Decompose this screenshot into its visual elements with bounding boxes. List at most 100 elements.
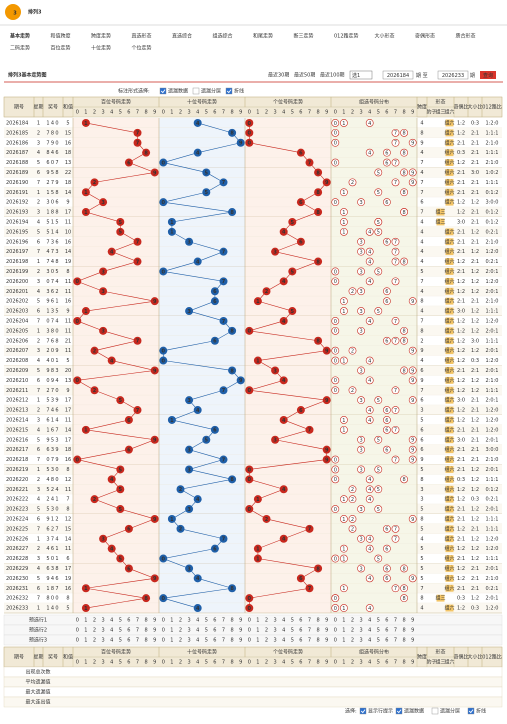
- preselect-digit[interactable]: 8: [317, 638, 320, 644]
- preselect-digit[interactable]: 5: [291, 638, 294, 644]
- preselect-digit[interactable]: 7: [136, 618, 139, 624]
- preselect-digit[interactable]: 1: [170, 618, 173, 624]
- nav-tab[interactable]: 和值跨度: [51, 33, 71, 40]
- preselect-digit[interactable]: 4: [368, 618, 371, 624]
- preselect-digit[interactable]: 7: [394, 638, 397, 644]
- preselect-digit[interactable]: 3: [360, 618, 363, 624]
- preselect-digit[interactable]: 1: [256, 618, 259, 624]
- preselect-digit[interactable]: 2: [265, 628, 268, 634]
- preselect-digit[interactable]: 1: [84, 618, 87, 624]
- preselect-digit[interactable]: 2: [351, 618, 354, 624]
- preselect-digit[interactable]: 6: [385, 628, 388, 634]
- preselect-digit[interactable]: 8: [231, 628, 234, 634]
- preselect-digit[interactable]: 1: [342, 638, 345, 644]
- preselect-digit[interactable]: 0: [248, 628, 251, 634]
- preselect-digit[interactable]: 1: [170, 628, 173, 634]
- preselect-digit[interactable]: 7: [136, 628, 139, 634]
- preselect-digit[interactable]: 0: [248, 638, 251, 644]
- preselect-digit[interactable]: 5: [119, 618, 122, 624]
- preselect-digit[interactable]: 2: [265, 638, 268, 644]
- preselect-digit[interactable]: 8: [145, 618, 148, 624]
- nav-tab[interactable]: 012路走势: [334, 33, 359, 40]
- preselect-digit[interactable]: 7: [308, 628, 311, 634]
- preselect-digit[interactable]: 6: [213, 618, 216, 624]
- preselect-digit[interactable]: 8: [403, 618, 406, 624]
- preselect-digit[interactable]: 3: [360, 628, 363, 634]
- preselect-digit[interactable]: 5: [291, 628, 294, 634]
- preselect-digit[interactable]: 2: [351, 628, 354, 634]
- preselect-digit[interactable]: 1: [170, 638, 173, 644]
- preselect-digit[interactable]: 3: [360, 638, 363, 644]
- preselect-digit[interactable]: 1: [256, 638, 259, 644]
- preselect-digit[interactable]: 8: [403, 638, 406, 644]
- preselect-digit[interactable]: 1: [342, 628, 345, 634]
- preselect-digit[interactable]: 0: [162, 628, 165, 634]
- preselect-digit[interactable]: 6: [385, 638, 388, 644]
- preselect-digit[interactable]: 2: [93, 638, 96, 644]
- preselect-digit[interactable]: 2: [179, 628, 182, 634]
- preselect-digit[interactable]: 5: [205, 628, 208, 634]
- recent-link[interactable]: 最近50期: [294, 72, 315, 79]
- footer-checkbox[interactable]: [395, 707, 403, 715]
- query-label[interactable]: 查询: [483, 72, 493, 79]
- preselect-digit[interactable]: 9: [239, 628, 242, 634]
- preselect-digit[interactable]: 2: [179, 638, 182, 644]
- preselect-digit[interactable]: 1: [84, 628, 87, 634]
- preselect-digit[interactable]: 9: [325, 618, 328, 624]
- preselect-digit[interactable]: 2: [265, 618, 268, 624]
- preselect-digit[interactable]: 2: [179, 618, 182, 624]
- preselect-digit[interactable]: 7: [308, 618, 311, 624]
- preselect-digit[interactable]: 9: [411, 618, 414, 624]
- preselect-digit[interactable]: 1: [84, 638, 87, 644]
- preselect-digit[interactable]: 9: [153, 618, 156, 624]
- preselect-digit[interactable]: 6: [127, 618, 130, 624]
- recent-link[interactable]: 最近100期: [320, 72, 345, 79]
- preselect-digit[interactable]: 5: [291, 618, 294, 624]
- preselect-digit[interactable]: 9: [411, 638, 414, 644]
- nav-tab[interactable]: 十位走势: [91, 45, 111, 52]
- preselect-digit[interactable]: 0: [76, 618, 79, 624]
- preselect-digit[interactable]: 8: [317, 618, 320, 624]
- footer-checkbox[interactable]: [467, 707, 475, 715]
- preselect-digit[interactable]: 6: [299, 628, 302, 634]
- preselect-digit[interactable]: 3: [274, 628, 277, 634]
- preselect-digit[interactable]: 4: [368, 638, 371, 644]
- preselect-digit[interactable]: 2: [93, 628, 96, 634]
- preselect-digit[interactable]: 3: [102, 638, 105, 644]
- preselect-digit[interactable]: 1: [342, 618, 345, 624]
- preselect-digit[interactable]: 3: [102, 628, 105, 634]
- preselect-digit[interactable]: 0: [334, 638, 337, 644]
- preselect-digit[interactable]: 0: [162, 638, 165, 644]
- nav-tab[interactable]: 个位走势: [132, 45, 152, 52]
- nav-tab[interactable]: 大小形态: [375, 33, 395, 40]
- preselect-digit[interactable]: 5: [119, 628, 122, 634]
- preselect-digit[interactable]: 7: [136, 638, 139, 644]
- nav-tab[interactable]: 直选综合: [172, 33, 192, 40]
- preselect-digit[interactable]: 5: [205, 618, 208, 624]
- preselect-digit[interactable]: 4: [282, 618, 285, 624]
- preselect-digit[interactable]: 0: [334, 628, 337, 634]
- preselect-digit[interactable]: 2: [93, 618, 96, 624]
- preselect-digit[interactable]: 3: [188, 638, 191, 644]
- nav-tab[interactable]: 二码走势: [10, 45, 30, 52]
- nav-tab[interactable]: 基本走势: [9, 33, 30, 40]
- preselect-digit[interactable]: 3: [188, 628, 191, 634]
- preselect-digit[interactable]: 9: [325, 638, 328, 644]
- preselect-digit[interactable]: 8: [145, 628, 148, 634]
- preselect-digit[interactable]: 8: [231, 618, 234, 624]
- option-checkbox[interactable]: [159, 87, 167, 95]
- preselect-digit[interactable]: 9: [411, 628, 414, 634]
- preselect-digit[interactable]: 4: [110, 618, 113, 624]
- preselect-digit[interactable]: 4: [196, 628, 199, 634]
- preselect-digit[interactable]: 6: [213, 638, 216, 644]
- nav-tab[interactable]: 断三走势: [294, 33, 314, 40]
- nav-tab[interactable]: 组选综合: [213, 33, 233, 40]
- preselect-digit[interactable]: 8: [145, 638, 148, 644]
- preselect-digit[interactable]: 4: [196, 638, 199, 644]
- recent-link[interactable]: 最近30期: [268, 72, 289, 79]
- preselect-digit[interactable]: 9: [153, 638, 156, 644]
- preselect-digit[interactable]: 1: [256, 628, 259, 634]
- preselect-digit[interactable]: 5: [119, 638, 122, 644]
- preselect-digit[interactable]: 2: [351, 638, 354, 644]
- nav-tab[interactable]: 质合形态: [456, 33, 476, 40]
